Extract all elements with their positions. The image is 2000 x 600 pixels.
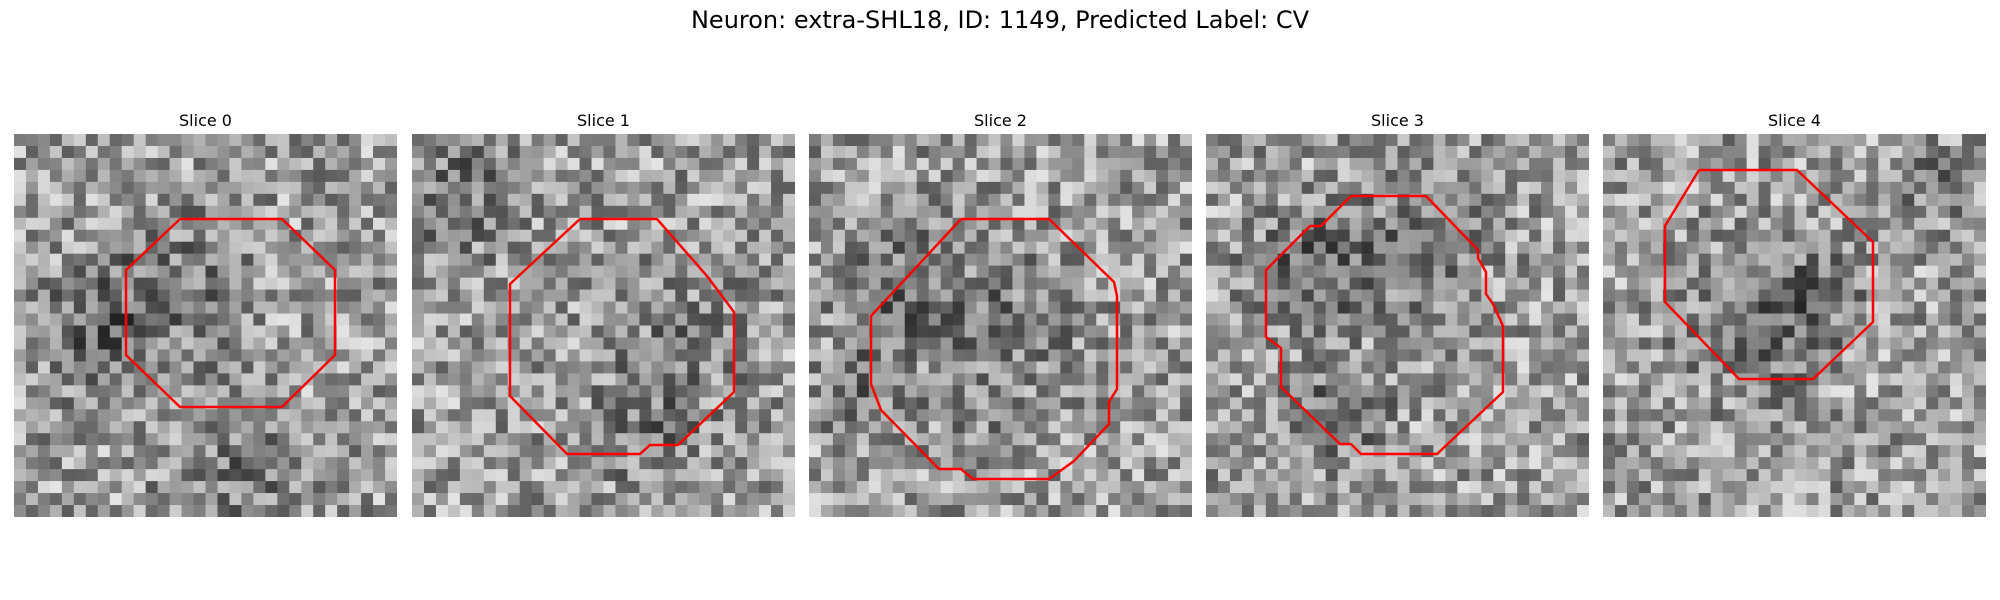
slice-panel-3: Slice 3	[1206, 108, 1589, 517]
slice-image	[14, 134, 397, 517]
slice-image	[1206, 134, 1589, 517]
slice-panel-2: Slice 2	[809, 108, 1192, 517]
roi-contour	[508, 217, 736, 456]
slice-title: Slice 0	[179, 111, 232, 130]
slice-title: Slice 1	[577, 111, 630, 130]
slice-title: Slice 3	[1371, 111, 1424, 130]
roi-contour	[1264, 194, 1505, 456]
roi-contour	[869, 217, 1119, 481]
slice-image	[1603, 134, 1986, 517]
figure-title: Neuron: extra-SHL18, ID: 1149, Predicted…	[690, 6, 1310, 34]
slice-title: Slice 2	[974, 111, 1027, 130]
slice-image	[412, 134, 795, 517]
slice-title: Slice 4	[1768, 111, 1821, 130]
roi-contour	[1663, 168, 1875, 381]
slice-image	[809, 134, 1192, 517]
slice-panel-4: Slice 4	[1603, 108, 1986, 517]
roi-contour	[124, 217, 337, 409]
slice-panel-1: Slice 1	[412, 108, 795, 517]
slice-panel-0: Slice 0	[14, 108, 397, 517]
